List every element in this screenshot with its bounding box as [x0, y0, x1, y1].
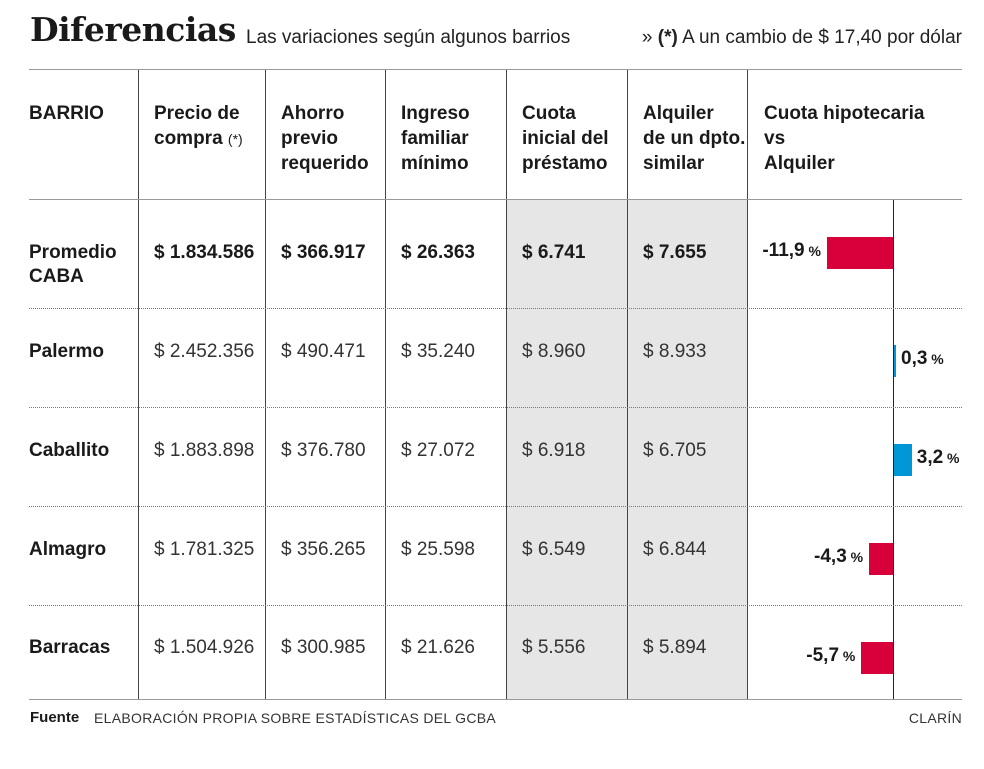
comparison-bar: [894, 345, 896, 377]
row-divider: [29, 506, 962, 507]
row-cuota: $ 8.960: [522, 341, 586, 362]
pct-value: 0,3: [901, 348, 928, 369]
row-ingreso: $ 25.598: [401, 539, 475, 560]
bar-zero-axis: [893, 200, 894, 699]
column-divider: [506, 70, 507, 699]
pct-sign: %: [927, 351, 944, 367]
header-alquiler: Alquiler de un dpto. similar: [643, 103, 746, 174]
pct-sign: %: [943, 450, 960, 466]
column-divider: [627, 70, 628, 699]
comparison-value-label: -11,9 %: [762, 240, 821, 262]
pct-sign: %: [804, 243, 821, 259]
note-text: A un cambio de $ 17,40 por dólar: [682, 27, 962, 48]
header-precio: Precio de compra (*): [154, 101, 243, 152]
pct-value: -4,3: [814, 546, 847, 567]
row-ingreso: $ 26.363: [401, 242, 475, 263]
row-precio: $ 2.452.356: [154, 341, 255, 362]
row-precio: $ 1.834.586: [154, 242, 255, 263]
row-cuota: $ 6.918: [522, 440, 586, 461]
comparison-value-label: 0,3 %: [901, 348, 944, 370]
comparison-value-label: -4,3 %: [814, 546, 863, 568]
header-comparacion: Cuota hipotecaria vs Alquiler: [764, 103, 925, 174]
row-ahorro: $ 490.471: [281, 341, 366, 362]
row-alquiler: $ 6.705: [643, 440, 707, 461]
publisher-brand: CLARÍN: [908, 710, 962, 726]
column-divider: [138, 70, 139, 699]
row-ingreso: $ 21.626: [401, 637, 475, 658]
bottom-rule: [29, 699, 962, 700]
row-ingreso: $ 35.240: [401, 341, 475, 362]
row-cuota: $ 6.549: [522, 539, 586, 560]
pct-value: -11,9: [762, 240, 805, 261]
header-ingreso: Ingreso familiar mínimo: [401, 103, 470, 174]
source-label: Fuente: [30, 709, 80, 726]
row-alquiler: $ 6.844: [643, 539, 707, 560]
column-divider: [385, 70, 386, 699]
header-ahorro: Ahorro previo requerido: [281, 103, 369, 174]
header-precio-label: Precio de compra: [154, 103, 240, 149]
column-divider: [265, 70, 266, 699]
comparison-value-label: 3,2 %: [917, 447, 960, 469]
row-barrio: Promedio CABA: [29, 242, 117, 287]
note-prefix: »: [641, 27, 653, 48]
header-barrio: BARRIO: [29, 103, 104, 124]
row-barrio: Caballito: [29, 440, 110, 461]
column-divider: [747, 70, 748, 699]
row-barrio: Barracas: [29, 637, 111, 658]
row-alquiler: $ 5.894: [643, 637, 707, 658]
pct-value: -5,7: [806, 645, 840, 666]
row-ingreso: $ 27.072: [401, 440, 475, 461]
header-cuota: Cuota inicial del préstamo: [522, 103, 609, 174]
pct-sign: %: [846, 549, 864, 565]
row-precio: $ 1.781.325: [154, 539, 255, 560]
row-cuota: $ 5.556: [522, 637, 586, 658]
row-barrio: Palermo: [29, 341, 104, 362]
comparison-bar: [826, 237, 893, 269]
row-divider: [29, 605, 962, 606]
chart-title: Diferencias: [30, 10, 236, 49]
row-divider: [29, 308, 962, 309]
row-alquiler: $ 7.655: [643, 242, 707, 263]
chart-subtitle: Las variaciones según algunos barrios: [246, 27, 571, 48]
title-separator: ·: [226, 25, 232, 45]
comparison-bar: [861, 642, 893, 674]
pct-value: 3,2: [916, 447, 944, 468]
pct-sign: %: [839, 648, 856, 664]
comparison-bar: [869, 543, 893, 575]
alquiler-column-shade: [628, 200, 747, 699]
header-rule: [29, 199, 962, 200]
row-ahorro: $ 366.917: [281, 242, 366, 263]
exchange-rate-note: » (*) A un cambio de $ 17,40 por dólar: [642, 27, 962, 49]
row-divider: [29, 407, 962, 408]
row-precio: $ 1.883.898: [154, 440, 255, 461]
top-rule: [29, 69, 962, 70]
source-text: ELABORACIÓN PROPIA SOBRE ESTADÍSTICAS DE…: [94, 710, 497, 726]
row-ahorro: $ 300.985: [281, 637, 366, 658]
comparison-value-label: -5,7 %: [806, 645, 855, 667]
row-cuota: $ 6.741: [522, 242, 586, 263]
row-ahorro: $ 356.265: [281, 539, 366, 560]
row-precio: $ 1.504.926: [154, 637, 255, 658]
note-mark: (*): [657, 27, 678, 48]
row-alquiler: $ 8.933: [643, 341, 707, 362]
header-precio-asterisk: (*): [227, 131, 243, 147]
cuota-column-shade: [507, 200, 627, 699]
comparison-bar: [894, 444, 912, 476]
row-barrio: Almagro: [29, 539, 107, 560]
row-ahorro: $ 376.780: [281, 440, 366, 461]
